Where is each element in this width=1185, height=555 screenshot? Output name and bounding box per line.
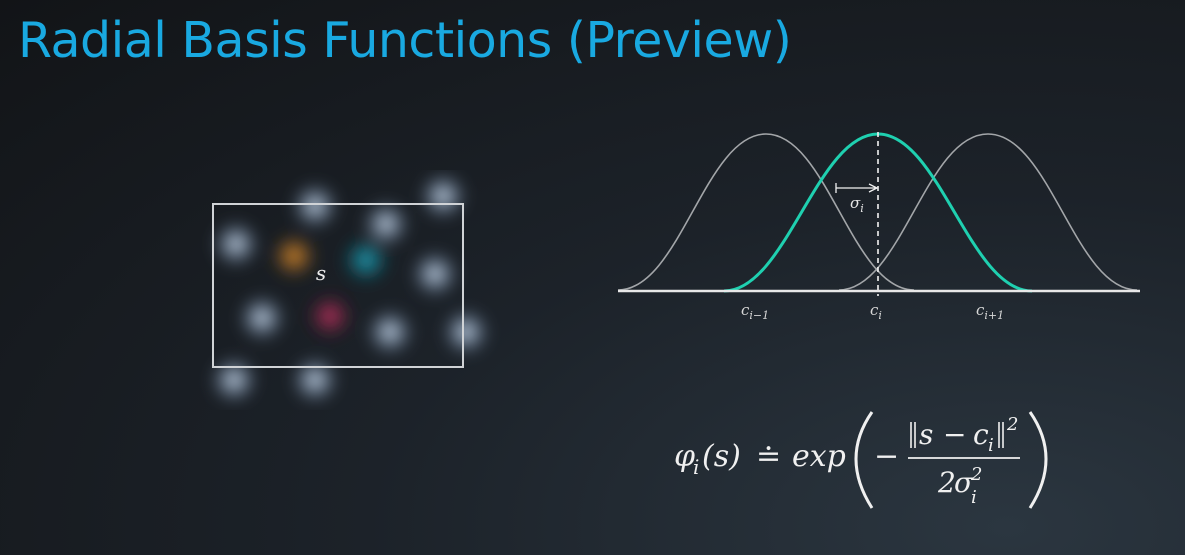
formula-numerator-minus: − (943, 418, 966, 451)
rbf-feature-glow (364, 306, 416, 358)
rbf-curves-plot: σi ci−1 ci ci+1 (617, 132, 1140, 322)
state-space-diagram: s (208, 170, 492, 406)
state-label: s (316, 261, 326, 285)
formula-denominator-subscript: i (971, 487, 977, 508)
state-space-box (212, 203, 464, 368)
formula-definition-sign: ≐ (756, 439, 781, 474)
active-feature-teal (340, 234, 392, 286)
rbf-feature-glow (440, 306, 492, 358)
rbf-feature-glow (409, 248, 461, 300)
formula-minus: − (874, 439, 899, 474)
formula-left-paren (854, 411, 874, 509)
center-label-next: ci+1 (976, 301, 1004, 322)
formula-numerator-c: c (973, 418, 989, 451)
center-label-prev: ci−1 (741, 301, 769, 322)
formula-argument: (s) (702, 439, 741, 474)
slide-title: Radial Basis Functions (Preview) (18, 12, 792, 69)
formula-numerator-power: 2 (1006, 414, 1018, 435)
formula-exp: exp (792, 439, 846, 474)
rbf-feature-glow (210, 218, 262, 270)
formula-numerator-c-subscript: i (988, 435, 994, 456)
formula-numerator-s: s (919, 418, 933, 451)
neighbor-rbf-curve-right (838, 133, 1138, 291)
formula-denominator-sigma: σ (954, 466, 974, 499)
rbf-feature-glow (289, 354, 341, 406)
sigma-arrow-head-right (868, 183, 879, 193)
formula-denominator-power: 2 (970, 464, 982, 485)
center-label-current: ci (870, 301, 882, 322)
rbf-feature-glow (236, 292, 288, 344)
neighbor-rbf-curve-left (617, 133, 915, 291)
sigma-i-label: σi (850, 194, 864, 215)
feature-glows (208, 170, 492, 406)
active-feature-red (306, 292, 354, 340)
formula-phi: φ (674, 439, 695, 474)
formula-denominator-coef: 2 (937, 466, 956, 499)
active-feature-orange (270, 232, 318, 280)
rbf-feature-glow (417, 170, 469, 222)
rbf-feature-glow (208, 354, 260, 406)
formula-right-paren (1028, 411, 1048, 509)
rbf-feature-glow (289, 180, 341, 232)
formula-phi-subscript: i (693, 455, 699, 479)
rbf-formula: φ i (s) ≐ exp − s − c i 2 2 σ 2 i (674, 411, 1048, 509)
